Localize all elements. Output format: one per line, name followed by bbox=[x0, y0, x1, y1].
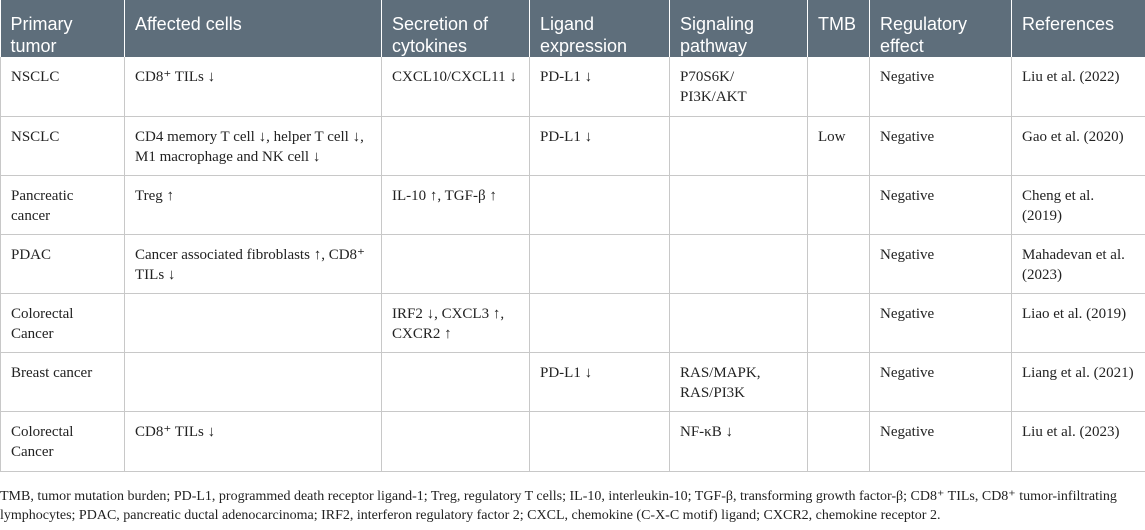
cell-secretion-of-cytokines: CXCL10/CXCL11 ↓ bbox=[381, 57, 530, 117]
table-row: NSCLC CD8⁺ TILs ↓ CXCL10/CXCL11 ↓ PD-L1 … bbox=[0, 57, 1145, 117]
cell-affected-cells: Cancer associated fibroblasts ↑, CD8⁺ TI… bbox=[124, 234, 382, 294]
cell-secretion-of-cytokines: IRF2 ↓, CXCL3 ↑, CXCR2 ↑ bbox=[381, 293, 530, 353]
cell-secretion-of-cytokines: IL-10 ↑, TGF-β ↑ bbox=[381, 175, 530, 235]
table-row: Colorectal Cancer CD8⁺ TILs ↓ NF-κB ↓ Ne… bbox=[0, 411, 1145, 472]
cell-signaling-pathway: NF-κB ↓ bbox=[669, 411, 808, 472]
cell-signaling-pathway: RAS/MAPK, RAS/PI3K bbox=[669, 352, 808, 412]
cell-regulatory-effect: Negative bbox=[869, 293, 1012, 353]
cell-affected-cells: CD8⁺ TILs ↓ bbox=[124, 411, 382, 472]
cell-primary-tumor: Colorectal Cancer bbox=[0, 411, 125, 472]
cell-ligand-expression: PD-L1 ↓ bbox=[529, 57, 670, 117]
cell-references: Liu et al. (2023) bbox=[1011, 411, 1145, 472]
cell-signaling-pathway bbox=[669, 175, 808, 235]
cell-ligand-expression bbox=[529, 175, 670, 235]
cell-regulatory-effect: Negative bbox=[869, 234, 1012, 294]
cell-tmb bbox=[807, 175, 870, 235]
cell-primary-tumor: Pancreatic cancer bbox=[0, 175, 125, 235]
cell-signaling-pathway bbox=[669, 116, 808, 176]
header-references: References bbox=[1011, 0, 1145, 57]
table-row: PDAC Cancer associated fibroblasts ↑, CD… bbox=[0, 234, 1145, 294]
header-regulatory-effect: Regulatory effect bbox=[869, 0, 1012, 57]
cell-affected-cells bbox=[124, 352, 382, 412]
cell-references: Liu et al. (2022) bbox=[1011, 57, 1145, 117]
table-footnote: TMB, tumor mutation burden; PD-L1, progr… bbox=[0, 489, 1117, 523]
table-header: Primary tumor Affected cells Secretion o… bbox=[0, 0, 1145, 57]
cell-ligand-expression bbox=[529, 234, 670, 294]
cell-regulatory-effect: Negative bbox=[869, 116, 1012, 176]
table-row: Pancreatic cancer Treg ↑ IL-10 ↑, TGF-β … bbox=[0, 175, 1145, 235]
cell-references: Liao et al. (2019) bbox=[1011, 293, 1145, 353]
header-affected-cells: Affected cells bbox=[124, 0, 382, 57]
cell-regulatory-effect: Negative bbox=[869, 175, 1012, 235]
cell-secretion-of-cytokines bbox=[381, 352, 530, 412]
cell-references: Cheng et al. (2019) bbox=[1011, 175, 1145, 235]
header-primary-tumor: Primary tumor bbox=[0, 0, 125, 57]
cell-tmb bbox=[807, 352, 870, 412]
cell-references: Mahadevan et al. (2023) bbox=[1011, 234, 1145, 294]
cell-primary-tumor: Colorectal Cancer bbox=[0, 293, 125, 353]
cell-regulatory-effect: Negative bbox=[869, 57, 1012, 117]
header-signaling-pathway: Signaling pathway bbox=[669, 0, 808, 57]
cell-regulatory-effect: Negative bbox=[869, 352, 1012, 412]
cell-ligand-expression: PD-L1 ↓ bbox=[529, 116, 670, 176]
cell-signaling-pathway: P70S6K/ PI3K/AKT bbox=[669, 57, 808, 117]
header-secretion-of-cytokines: Secretion of cytokines bbox=[381, 0, 530, 57]
header-tmb: TMB bbox=[807, 0, 870, 57]
table-body: NSCLC CD8⁺ TILs ↓ CXCL10/CXCL11 ↓ PD-L1 … bbox=[0, 57, 1145, 472]
cell-signaling-pathway bbox=[669, 293, 808, 353]
cell-affected-cells: Treg ↑ bbox=[124, 175, 382, 235]
cell-affected-cells bbox=[124, 293, 382, 353]
cell-ligand-expression bbox=[529, 293, 670, 353]
cell-primary-tumor: PDAC bbox=[0, 234, 125, 294]
cell-primary-tumor: NSCLC bbox=[0, 57, 125, 117]
table-row: Colorectal Cancer IRF2 ↓, CXCL3 ↑, CXCR2… bbox=[0, 293, 1145, 353]
cell-tmb: Low bbox=[807, 116, 870, 176]
data-table: Primary tumor Affected cells Secretion o… bbox=[0, 0, 1145, 472]
cell-tmb bbox=[807, 411, 870, 472]
table-row: NSCLC CD4 memory T cell ↓, helper T cell… bbox=[0, 116, 1145, 176]
header-row: Primary tumor Affected cells Secretion o… bbox=[0, 0, 1145, 57]
cell-affected-cells: CD4 memory T cell ↓, helper T cell ↓, M1… bbox=[124, 116, 382, 176]
cell-primary-tumor: NSCLC bbox=[0, 116, 125, 176]
cell-ligand-expression: PD-L1 ↓ bbox=[529, 352, 670, 412]
cell-affected-cells: CD8⁺ TILs ↓ bbox=[124, 57, 382, 117]
table-row: Breast cancer PD-L1 ↓ RAS/MAPK, RAS/PI3K… bbox=[0, 352, 1145, 412]
cell-secretion-of-cytokines bbox=[381, 411, 530, 472]
cell-signaling-pathway bbox=[669, 234, 808, 294]
cell-regulatory-effect: Negative bbox=[869, 411, 1012, 472]
cell-primary-tumor: Breast cancer bbox=[0, 352, 125, 412]
cell-secretion-of-cytokines bbox=[381, 234, 530, 294]
header-ligand-expression: Ligand expression bbox=[529, 0, 670, 57]
cell-tmb bbox=[807, 234, 870, 294]
cell-ligand-expression bbox=[529, 411, 670, 472]
cell-references: Gao et al. (2020) bbox=[1011, 116, 1145, 176]
cell-tmb bbox=[807, 293, 870, 353]
cell-references: Liang et al. (2021) bbox=[1011, 352, 1145, 412]
cell-tmb bbox=[807, 57, 870, 117]
cell-secretion-of-cytokines bbox=[381, 116, 530, 176]
